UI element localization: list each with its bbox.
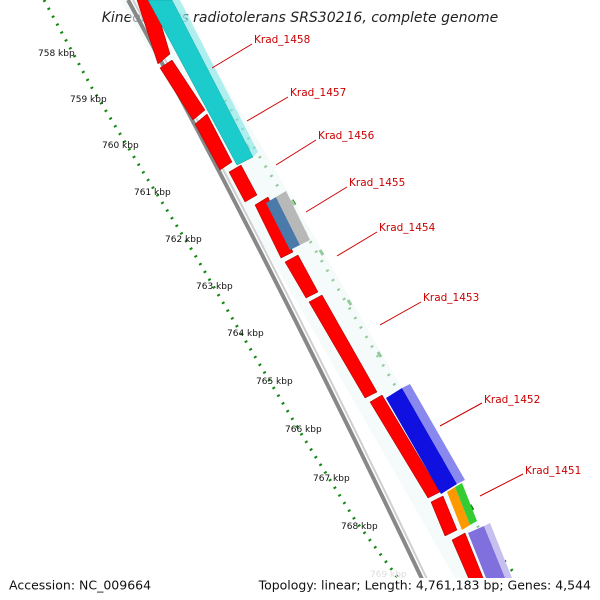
kbp-label-768: 768 kbp bbox=[341, 522, 378, 532]
grey-feature bbox=[276, 191, 310, 245]
gene-label-krad-1454[interactable]: Krad_1454 bbox=[379, 222, 436, 234]
cds-krad-1456 bbox=[194, 113, 233, 171]
kbp-label-758: 758 kbp bbox=[38, 49, 75, 59]
cds-krad-1453b bbox=[308, 294, 378, 399]
cds-krad-1450 bbox=[451, 532, 484, 578]
footer-bar bbox=[0, 578, 600, 600]
gene-label-krad-1451[interactable]: Krad_1451 bbox=[525, 465, 581, 477]
cds-krad-1457 bbox=[159, 59, 206, 121]
cds-krad-1453a bbox=[284, 254, 319, 299]
gene-label-krad-1452[interactable]: Krad_1452 bbox=[484, 394, 540, 406]
gene-label-krad-1453[interactable]: Krad_1453 bbox=[423, 292, 479, 304]
kbp-label-764: 764 kbp bbox=[227, 329, 264, 339]
gene-labels: Krad_1458 Krad_1457 Krad_1456 Krad_1455 … bbox=[254, 34, 581, 477]
cds-krad-1454 bbox=[254, 196, 294, 259]
kbp-label-763: 763 kbp bbox=[196, 282, 233, 292]
gene-label-krad-1457[interactable]: Krad_1457 bbox=[290, 87, 346, 99]
genome-summary-text: Topology: linear; Length: 4,761,183 bp; … bbox=[258, 578, 591, 593]
blue-feature-shade bbox=[402, 384, 465, 484]
map-title: Kineococcus radiotolerans SRS30216, comp… bbox=[102, 10, 499, 26]
scale-labels: 758 kbp 759 kbp 760 kbp 761 kbp 762 kbp … bbox=[38, 49, 407, 580]
gene-label-krad-1455[interactable]: Krad_1455 bbox=[349, 177, 405, 189]
kbp-label-766: 766 kbp bbox=[285, 425, 322, 435]
kbp-label-765: 765 kbp bbox=[256, 377, 293, 387]
cyan-feature-shade bbox=[172, 0, 258, 157]
kbp-label-759: 759 kbp bbox=[70, 95, 107, 105]
orange-feature bbox=[447, 487, 470, 530]
outer-scale-track bbox=[42, 0, 400, 578]
accession-text: Accession: NC_009664 bbox=[9, 578, 151, 593]
kbp-label-761: 761 kbp bbox=[134, 188, 171, 198]
cds-krad-1451 bbox=[430, 495, 458, 537]
blue-feature bbox=[386, 388, 457, 494]
violet-feature-shade bbox=[484, 523, 512, 578]
green-feature bbox=[455, 483, 477, 525]
gene-label-krad-1456[interactable]: Krad_1456 bbox=[318, 130, 375, 142]
kbp-label-762: 762 kbp bbox=[165, 235, 202, 245]
label-leaders bbox=[211, 43, 524, 497]
cds-features bbox=[136, 0, 484, 578]
steel-feature bbox=[266, 197, 300, 250]
violet-feature bbox=[468, 526, 506, 578]
cds-krad-1458 bbox=[136, 0, 171, 65]
kbp-label-767: 767 kbp bbox=[313, 474, 350, 484]
gene-label-krad-1458[interactable]: Krad_1458 bbox=[254, 34, 310, 46]
cds-krad-1455 bbox=[228, 164, 258, 203]
kbp-label-760: 760 kbp bbox=[102, 141, 139, 151]
kbp-label-769: 769 kbp bbox=[370, 570, 407, 580]
